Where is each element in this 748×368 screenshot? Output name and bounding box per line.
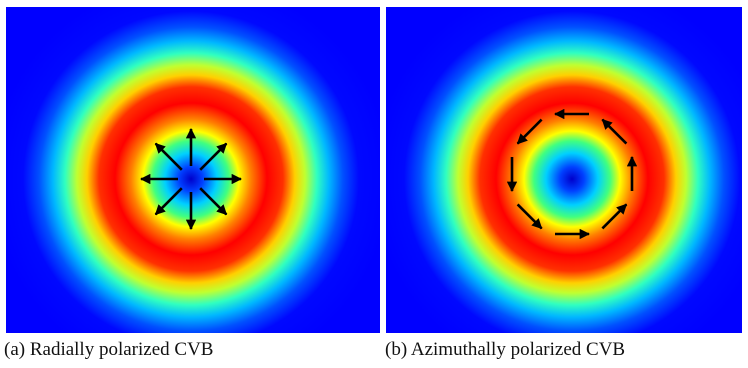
radial-arrow [154, 142, 183, 171]
polarization-arrows [506, 108, 638, 240]
azimuthal-arrow [601, 118, 628, 145]
caption-azimuthal: (b) Azimuthally polarized CVB [385, 339, 626, 360]
azimuthal-intensity-plot [386, 7, 742, 333]
caption-radial: (a) Radially polarized CVB [4, 339, 214, 360]
azimuthal-cvb-panel [386, 7, 742, 333]
polarization-arrows [139, 127, 243, 231]
radial-arrow [154, 187, 183, 216]
radial-arrow [199, 187, 228, 216]
radial-arrow [199, 142, 228, 171]
azimuthal-arrow [516, 203, 543, 230]
intensity-map [386, 7, 742, 333]
azimuthal-arrow [601, 203, 628, 230]
radial-intensity-plot [6, 7, 380, 333]
azimuthal-arrow [516, 118, 543, 145]
radial-cvb-panel [6, 7, 380, 333]
intensity-map [6, 7, 380, 333]
